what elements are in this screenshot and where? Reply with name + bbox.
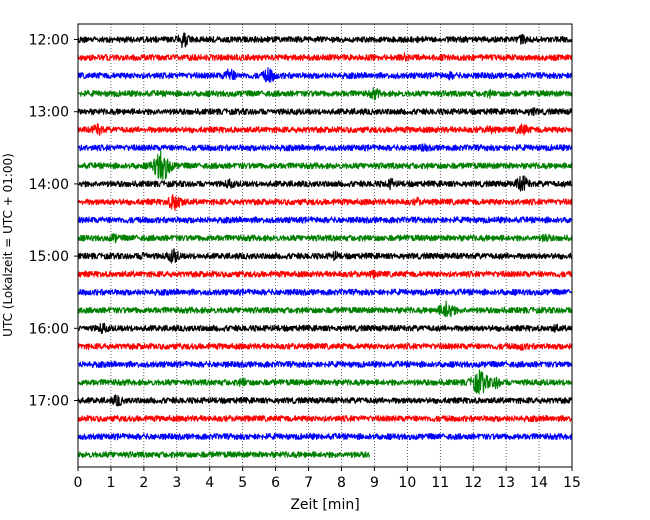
y-tick-label: 16:00 [29, 321, 69, 337]
x-tick-label-14: 14 [530, 475, 548, 491]
trace-lines [77, 32, 573, 459]
trace-line-15:30 [77, 288, 573, 296]
x-axis-ticks: 0 1 2 3 4 5 6 7 8 9 10 11 12 13 14 15 [74, 467, 581, 491]
trace-line-12:15 [77, 52, 573, 62]
trace-line-13:45 [77, 150, 573, 181]
trace-line-12:30 [77, 67, 573, 83]
x-tick-label-8: 8 [337, 475, 346, 491]
x-tick-label-7: 7 [304, 475, 313, 491]
trace-line-14:15 [77, 194, 573, 212]
y-tick-label: 13:00 [29, 105, 69, 121]
trace-line-17:00 [77, 394, 573, 407]
x-tick-label-12: 12 [464, 475, 482, 491]
trace-line-15:00 [77, 248, 573, 264]
vertical-gridlines [110, 24, 540, 467]
trace-line-16:30 [77, 360, 573, 369]
trace-line-16:00 [77, 322, 573, 334]
y-tick-label: 15:00 [29, 249, 69, 265]
trace-line-15:45 [77, 300, 573, 318]
x-tick-label-9: 9 [370, 475, 379, 491]
y-axis-label: UTC (Lokalzeit = UTC + 01:00) [1, 153, 15, 337]
x-tick-label-3: 3 [172, 475, 181, 491]
x-tick-label-6: 6 [271, 475, 280, 491]
x-tick-label-13: 13 [497, 475, 515, 491]
trace-line-13:00 [77, 107, 573, 117]
x-tick-label-1: 1 [106, 475, 115, 491]
trace-line-13:15 [77, 123, 573, 136]
trace-line-17:45 [77, 451, 371, 459]
x-tick-label-10: 10 [398, 475, 416, 491]
y-tick-label: 14:00 [29, 177, 69, 193]
x-tick-label-15: 15 [563, 475, 581, 491]
trace-line-12:45 [77, 87, 573, 101]
x-tick-label-0: 0 [74, 475, 83, 491]
trace-line-15:15 [77, 269, 573, 279]
trace-line-16:15 [77, 342, 573, 351]
trace-line-13:30 [77, 143, 573, 152]
trace-line-14:30 [77, 216, 573, 224]
x-axis-label: Zeit [min] [290, 497, 359, 513]
trace-line-17:30 [77, 432, 573, 441]
trace-line-16:45 [77, 369, 573, 395]
x-tick-label-2: 2 [139, 475, 148, 491]
y-tick-label: 17:00 [29, 394, 69, 410]
plot-frame [77, 23, 573, 468]
trace-line-14:45 [77, 233, 573, 244]
trace-line-14:00 [77, 175, 573, 192]
x-tick-label-11: 11 [431, 475, 449, 491]
trace-line-12:00 [77, 32, 573, 49]
y-axis-ticks: 12:00 13:00 14:00 15:00 16:00 17:00 [29, 33, 78, 410]
x-tick-label-5: 5 [238, 475, 247, 491]
y-tick-label: 12:00 [29, 33, 69, 49]
trace-line-17:15 [77, 414, 573, 423]
x-tick-label-4: 4 [205, 475, 214, 491]
